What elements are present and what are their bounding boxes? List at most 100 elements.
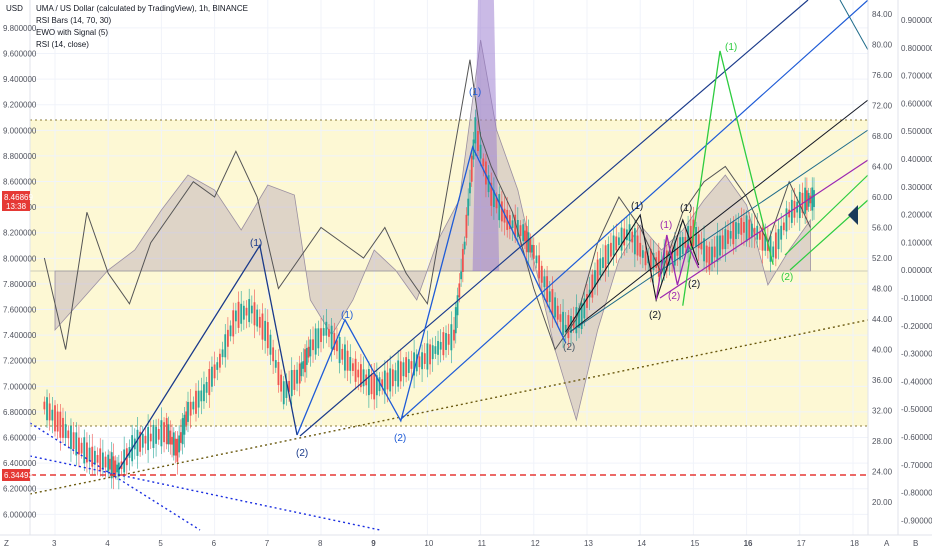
candle-body: [96, 455, 99, 463]
candle-body: [556, 305, 559, 320]
candle-body: [116, 464, 118, 473]
candle-body: [163, 422, 165, 443]
candle-body: [274, 360, 277, 368]
candle-body: [272, 347, 275, 362]
price-tick: 7.000000: [3, 382, 37, 391]
ewo-axis[interactable]: 0.900000 0.800000 0.700000 0.600000 0.500000…: [901, 16, 932, 525]
ewo-tick: 0.800000: [901, 44, 932, 53]
rsi-axis[interactable]: 84.00 80.00 76.00 72.00 68.00 64.00 60.00 56.00…: [872, 10, 893, 507]
ewo-tick: -0.500000: [901, 405, 932, 414]
candle-body: [463, 241, 466, 250]
candle-body: [531, 244, 533, 253]
candle-body: [612, 235, 615, 256]
ewo-tick: 0.500000: [901, 127, 932, 136]
candle-body: [554, 297, 556, 318]
candle-body: [599, 258, 602, 276]
candle-body: [610, 242, 612, 257]
wave-label: (1): [660, 220, 672, 231]
candle-body: [280, 374, 282, 392]
candle-body: [564, 324, 567, 333]
indicator-rsi[interactable]: RSI (14, close): [36, 40, 89, 49]
wave-label: (2): [394, 433, 406, 444]
candle-body: [583, 298, 586, 319]
candle-body: [649, 248, 652, 272]
current-price-tag: [2, 191, 30, 211]
candle-body: [727, 230, 729, 244]
price-tick: 6.400000: [3, 459, 37, 468]
wave-label: (1): [631, 201, 643, 212]
candle-body: [580, 302, 583, 329]
support-price-text: 6.34493: [4, 471, 33, 480]
candle-body: [437, 341, 439, 355]
auto-scale-button[interactable]: B: [913, 539, 918, 548]
candle-body: [88, 447, 91, 462]
rsi-tick: 80.00: [872, 41, 893, 50]
indicator-rsi-bars[interactable]: RSI Bars (14, 70, 30): [36, 16, 111, 25]
candle-body: [197, 390, 200, 408]
arrow-icon: [848, 205, 858, 225]
falling-dotted-1: [29, 422, 201, 531]
candle-body: [110, 452, 113, 479]
candle-body: [349, 357, 352, 371]
candles: [43, 109, 815, 490]
candle-body: [439, 341, 442, 350]
candle-body: [333, 333, 336, 350]
candle-body: [317, 328, 320, 349]
candle-body: [234, 310, 237, 322]
candle-body: [56, 411, 59, 432]
candle-body: [679, 237, 681, 261]
candle-body: [304, 349, 306, 373]
wave-label: (2): [649, 310, 661, 321]
candle-body: [485, 161, 487, 185]
wave-label: (2): [688, 279, 700, 290]
ewo-axis-bg: [898, 0, 932, 535]
candle-body: [101, 452, 104, 470]
candle-body: [753, 227, 756, 236]
ewo-tick: 0.200000: [901, 211, 932, 220]
candle-body: [586, 294, 588, 308]
wave-lines: [118, 50, 774, 470]
candle-body: [341, 348, 344, 360]
candle-body: [447, 334, 450, 345]
candle-body: [721, 235, 724, 250]
candle-body: [543, 276, 546, 288]
candle-body: [780, 225, 783, 240]
candle-body: [171, 436, 173, 445]
candle-body: [178, 435, 181, 453]
candle-body: [460, 271, 462, 280]
candle-body: [711, 246, 713, 264]
candle-body: [75, 432, 78, 456]
zoom-icon[interactable]: Z: [4, 539, 9, 548]
candle-body: [169, 430, 172, 445]
ewo-tick: 0.300000: [901, 183, 932, 192]
wave-label: (1): [725, 42, 737, 53]
candle-body: [697, 234, 700, 249]
time-axis[interactable]: 3 4 5 6 7 8 9 10 11 12 13 14 15 16 17 18: [52, 539, 859, 548]
candle-body: [155, 426, 157, 444]
candle-body: [397, 360, 400, 387]
candle-body: [729, 231, 732, 239]
candle-body: [594, 270, 596, 288]
log-scale-button[interactable]: A: [884, 539, 890, 548]
candle-body: [740, 217, 743, 235]
support-price-tag: [2, 469, 30, 481]
candle-body: [450, 324, 453, 351]
fan-1: [569, 99, 869, 333]
candle-body: [357, 369, 360, 378]
candle-body: [663, 249, 666, 276]
candle-body: [277, 362, 280, 386]
candle-body: [759, 232, 761, 240]
indicator-ewo[interactable]: EWO with Signal (5): [36, 28, 108, 37]
current-price-time: 13:38: [6, 202, 27, 211]
rsi-path: [43, 59, 811, 351]
candle-body: [86, 442, 88, 463]
candle-body: [735, 222, 737, 240]
ewo-tick: 0.000000: [901, 266, 932, 275]
candle-body: [91, 446, 94, 467]
candle-body: [652, 253, 655, 270]
time-tick: 16: [744, 539, 753, 548]
candle-body: [705, 245, 708, 263]
candle-body: [562, 311, 564, 335]
time-tick: 11: [478, 539, 487, 548]
